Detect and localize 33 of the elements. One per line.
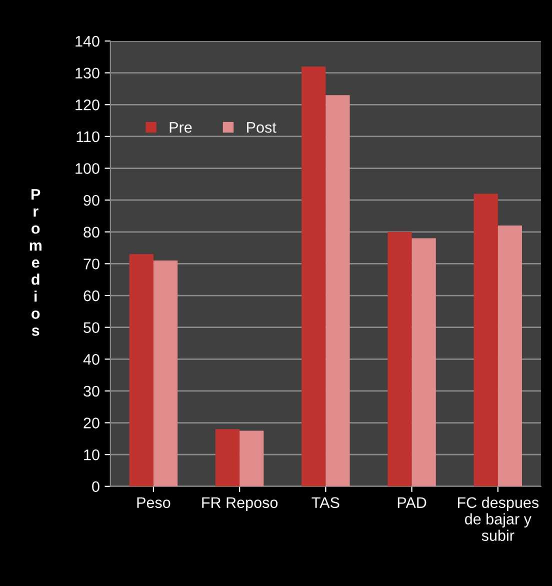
y-tick-label: 90 bbox=[84, 194, 100, 206]
bar bbox=[129, 254, 154, 486]
x-tick-label: TAS bbox=[312, 497, 340, 508]
bar bbox=[474, 194, 498, 486]
y-tick-label: 10 bbox=[84, 449, 100, 460]
x-tick-label: FC despues de bajar y subir bbox=[458, 496, 539, 541]
bar bbox=[388, 232, 412, 486]
x-tick-label: Peso bbox=[137, 497, 170, 508]
y-tick-label: 140 bbox=[76, 36, 100, 47]
text: Promedios bbox=[30, 189, 42, 336]
bar bbox=[498, 226, 522, 486]
bar bbox=[326, 95, 350, 486]
x-tick-label: FR Reposo bbox=[202, 497, 278, 512]
y-tick-label: 40 bbox=[83, 354, 100, 365]
y-tick-label: 0 bbox=[92, 481, 100, 492]
y-tick-label: 20 bbox=[84, 418, 100, 428]
y-tick-label: 100 bbox=[76, 163, 100, 174]
y-tick-label: 110 bbox=[76, 131, 100, 142]
x-tick-label: PAD bbox=[398, 497, 426, 508]
y-tick-label: 130 bbox=[76, 68, 100, 79]
y-tick-label: 120 bbox=[76, 100, 100, 110]
legend-label: Post bbox=[247, 122, 276, 133]
y-tick-label: 60 bbox=[84, 290, 100, 302]
legend-label: Pre bbox=[170, 122, 192, 133]
bar bbox=[153, 260, 178, 486]
bar bbox=[215, 429, 240, 486]
bar bbox=[240, 430, 264, 486]
y-tick-label: 50 bbox=[84, 322, 100, 334]
bar bbox=[302, 66, 326, 486]
y-tick-label: 80 bbox=[84, 226, 100, 238]
y-tick-label: 70 bbox=[84, 258, 100, 270]
bar bbox=[412, 238, 436, 486]
y-tick-label: 30 bbox=[84, 386, 100, 397]
